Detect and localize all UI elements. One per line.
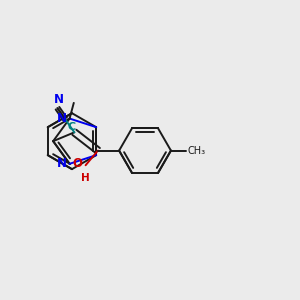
- Text: N: N: [57, 157, 67, 170]
- Text: H: H: [81, 173, 90, 184]
- Text: N: N: [57, 112, 67, 125]
- Text: O: O: [72, 157, 82, 170]
- Text: C: C: [68, 122, 76, 132]
- Text: N: N: [54, 93, 64, 106]
- Text: CH₃: CH₃: [187, 146, 205, 156]
